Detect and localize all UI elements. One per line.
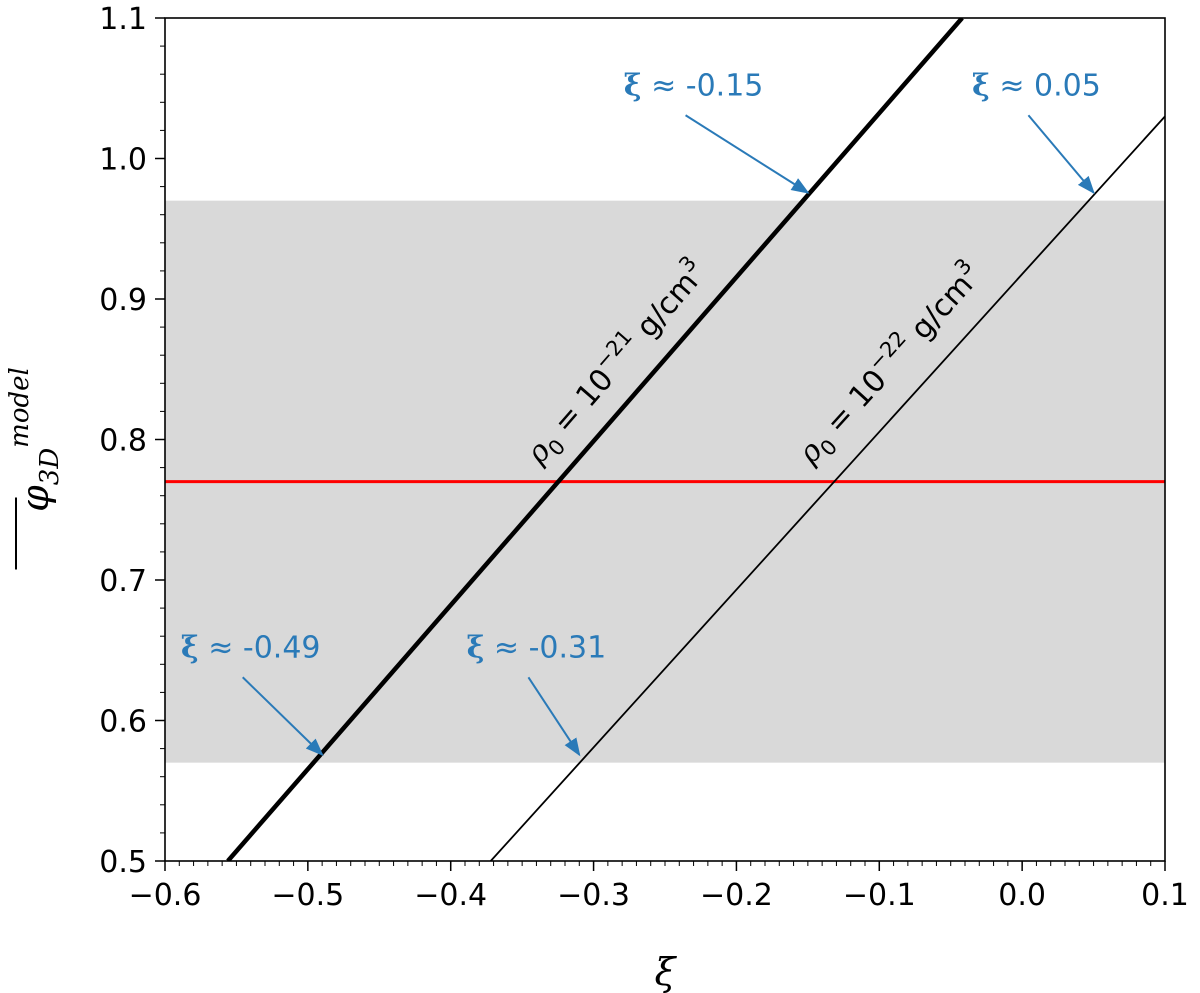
annotation-symbol: ξ (972, 68, 990, 103)
y-tick-label: 0.7 (99, 564, 147, 599)
plot-content (165, 18, 1165, 861)
y-tick-label: 1.0 (99, 143, 147, 178)
axis-labels: ξ φ3Dmodel (5, 367, 678, 993)
annotation-label-4: ξ ≈ -0.31 (467, 630, 607, 665)
x-axis-label: ξ (655, 950, 678, 993)
annotation-arrow-4 (527, 676, 581, 757)
y-tick-label: 1.1 (99, 2, 147, 37)
x-tick-label: −0.2 (700, 878, 773, 913)
y-tick-label: 0.9 (99, 283, 147, 318)
annotation-label-3: ξ ≈ -0.49 (181, 630, 321, 665)
annotation-value: ≈ 0.05 (990, 68, 1101, 103)
annotation-arrow-3 (242, 676, 324, 757)
annotation-symbol: ξ (624, 68, 642, 103)
series-line-1 (226, 18, 964, 861)
annotation-value: ≈ -0.31 (484, 630, 606, 665)
annotation-symbol: ξ (181, 630, 199, 665)
annotation-value: ≈ -0.15 (642, 68, 764, 103)
annotation-symbol: ξ (467, 630, 485, 665)
y-axis-label: φ3Dmodel (5, 367, 65, 512)
x-tick-label: −0.3 (557, 878, 630, 913)
axes: −0.6 −0.5 −0.4 −0.3 −0.2 −0.1 0.0 0.1 0.5 0.6 0.7 0… (99, 2, 1189, 913)
series-line-2 (490, 115, 1165, 861)
annotation-arrow-1 (685, 114, 810, 194)
x-tick-label: −0.5 (271, 878, 344, 913)
y-label-superscript: model (5, 367, 35, 448)
x-tick-label: −0.1 (843, 878, 916, 913)
y-tick-label: 0.8 (99, 424, 147, 459)
x-tick-label: 0.0 (998, 878, 1046, 913)
x-tick-label: 0.1 (1141, 878, 1189, 913)
y-tick-label: 0.5 (99, 845, 147, 880)
x-tick-label: −0.4 (414, 878, 487, 913)
annotation-label-1: ξ ≈ -0.15 (624, 68, 764, 103)
y-label-subscript: 3D (35, 448, 65, 486)
annotation-value: ≈ -0.49 (199, 630, 321, 665)
annotation-label-2: ξ ≈ 0.05 (972, 68, 1101, 103)
annotation-arrow-2 (1027, 114, 1095, 195)
x-tick-label: −0.6 (129, 878, 202, 913)
y-label-symbol: φ (13, 485, 57, 512)
y-tick-label: 0.6 (99, 705, 147, 740)
